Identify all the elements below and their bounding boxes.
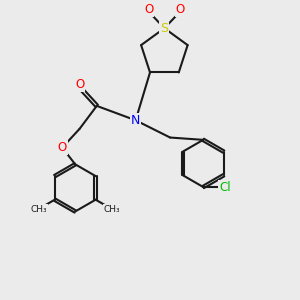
Text: Cl: Cl [219,181,231,194]
Text: CH₃: CH₃ [103,205,120,214]
Text: S: S [160,22,168,35]
Text: O: O [58,141,67,154]
Text: O: O [176,3,185,16]
Text: O: O [75,78,84,92]
Text: O: O [144,3,153,16]
Text: CH₃: CH₃ [30,205,47,214]
Text: N: N [131,114,140,127]
